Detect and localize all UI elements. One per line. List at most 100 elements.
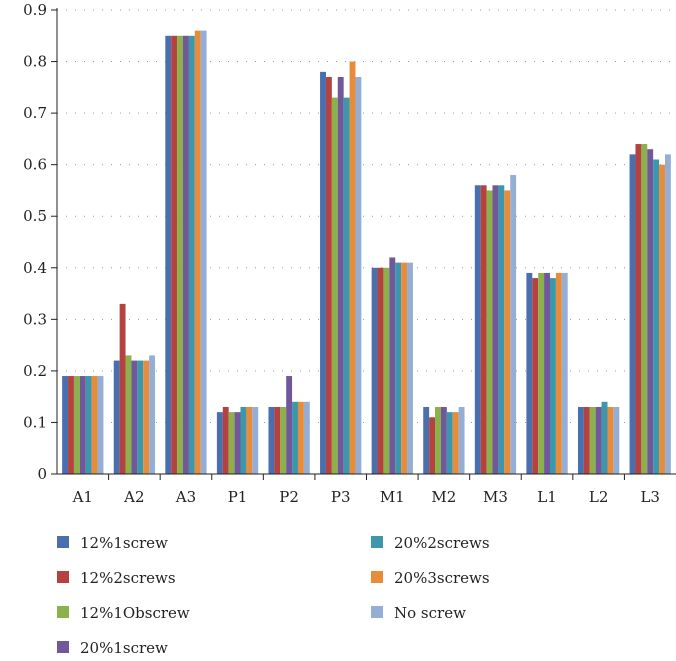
legend-label: 20%3screws bbox=[394, 569, 490, 587]
bar bbox=[320, 71, 326, 475]
y-tick-label: 0.4 bbox=[23, 259, 47, 277]
bar bbox=[607, 406, 614, 474]
bar bbox=[143, 360, 150, 474]
bar bbox=[659, 164, 665, 475]
bar bbox=[549, 278, 556, 474]
bar bbox=[538, 272, 545, 474]
bar bbox=[544, 272, 550, 474]
bar bbox=[268, 406, 275, 474]
y-tick-label: 0.2 bbox=[23, 362, 47, 380]
bar bbox=[355, 77, 362, 475]
bar bbox=[85, 376, 92, 474]
y-tick-label: 0.7 bbox=[23, 104, 47, 122]
bar bbox=[286, 376, 293, 474]
bars bbox=[62, 30, 671, 475]
bar bbox=[504, 190, 511, 474]
bar bbox=[389, 257, 396, 474]
bar bbox=[480, 185, 487, 475]
bar bbox=[371, 267, 378, 474]
legend-item: 12%1Obscrew bbox=[57, 604, 190, 622]
bar bbox=[577, 406, 584, 474]
bar bbox=[297, 401, 304, 474]
bar bbox=[252, 406, 259, 474]
bar bbox=[647, 149, 654, 474]
bar bbox=[73, 376, 80, 474]
x-tick-label: P2 bbox=[279, 488, 299, 506]
bar bbox=[561, 272, 568, 474]
bar bbox=[452, 412, 459, 474]
y-axis-ticks: 0 0.1 0.2 0.3 0.4 0.5 0.6 0.7 0.8 0.9 bbox=[23, 1, 57, 483]
legend-item: 12%2screws bbox=[57, 569, 176, 587]
bar bbox=[641, 144, 648, 475]
bar bbox=[216, 412, 223, 474]
bar bbox=[188, 35, 195, 474]
bar bbox=[664, 154, 671, 475]
bar bbox=[486, 190, 493, 474]
bar bbox=[429, 417, 436, 474]
x-tick-label: A3 bbox=[175, 488, 196, 506]
bar bbox=[292, 401, 298, 474]
y-tick-label: 0 bbox=[37, 465, 47, 483]
x-tick-label: L1 bbox=[537, 488, 557, 506]
bar bbox=[246, 406, 253, 474]
y-tick-label: 0.1 bbox=[23, 413, 47, 431]
bar bbox=[492, 185, 499, 475]
bar bbox=[274, 406, 281, 474]
bar bbox=[407, 262, 413, 474]
bar bbox=[446, 412, 453, 474]
bar bbox=[532, 278, 539, 474]
bar bbox=[194, 30, 201, 475]
bar bbox=[303, 401, 310, 474]
bar bbox=[377, 267, 384, 474]
y-tick-label: 0.6 bbox=[23, 156, 47, 174]
bar bbox=[435, 406, 441, 474]
legend-swatch bbox=[57, 571, 69, 583]
bar bbox=[595, 406, 602, 474]
legend-label: 12%1Obscrew bbox=[80, 604, 190, 622]
bar bbox=[458, 406, 465, 474]
x-tick-label: L2 bbox=[589, 488, 609, 506]
bar bbox=[343, 97, 350, 474]
bar bbox=[68, 376, 74, 474]
legend-item: 12%1screw bbox=[57, 534, 168, 552]
bar bbox=[113, 360, 120, 474]
bar bbox=[325, 77, 332, 475]
legend-label: 12%2screws bbox=[80, 569, 176, 587]
bar bbox=[125, 355, 132, 474]
legend-label: 12%1screw bbox=[80, 534, 168, 552]
legend-label: No screw bbox=[394, 604, 466, 622]
bar bbox=[91, 376, 98, 474]
bar bbox=[635, 144, 642, 475]
x-axis-ticks: A1 A2 A3 P1 P2 P3 M1 M2 M3 L1 L2 L3 bbox=[72, 474, 660, 506]
legend-item: No screw bbox=[371, 604, 466, 622]
bar bbox=[583, 406, 590, 474]
bar bbox=[183, 35, 189, 474]
legend: 12%1screw 12%2screws 12%1Obscrew 20%1screw 2… bbox=[57, 534, 490, 657]
bar bbox=[383, 267, 390, 474]
legend-swatch bbox=[57, 536, 69, 548]
bar bbox=[131, 360, 138, 474]
legend-swatch bbox=[57, 641, 69, 653]
bar bbox=[474, 185, 481, 475]
bar bbox=[171, 35, 178, 474]
bar bbox=[222, 406, 229, 474]
bar bbox=[601, 401, 608, 474]
bar bbox=[240, 406, 247, 474]
bar bbox=[234, 412, 241, 474]
bar bbox=[137, 360, 144, 474]
bar bbox=[498, 185, 505, 475]
bar bbox=[228, 412, 235, 474]
bar bbox=[555, 272, 562, 474]
bar bbox=[79, 376, 86, 474]
bar bbox=[200, 30, 207, 475]
legend-label: 20%1screw bbox=[80, 639, 168, 657]
legend-swatch bbox=[371, 571, 383, 583]
legend-swatch bbox=[371, 536, 383, 548]
bar bbox=[62, 376, 69, 474]
bar bbox=[401, 262, 408, 474]
bar bbox=[440, 406, 447, 474]
bar bbox=[280, 406, 287, 474]
legend-item: 20%2screws bbox=[371, 534, 490, 552]
x-tick-label: P3 bbox=[331, 488, 351, 506]
